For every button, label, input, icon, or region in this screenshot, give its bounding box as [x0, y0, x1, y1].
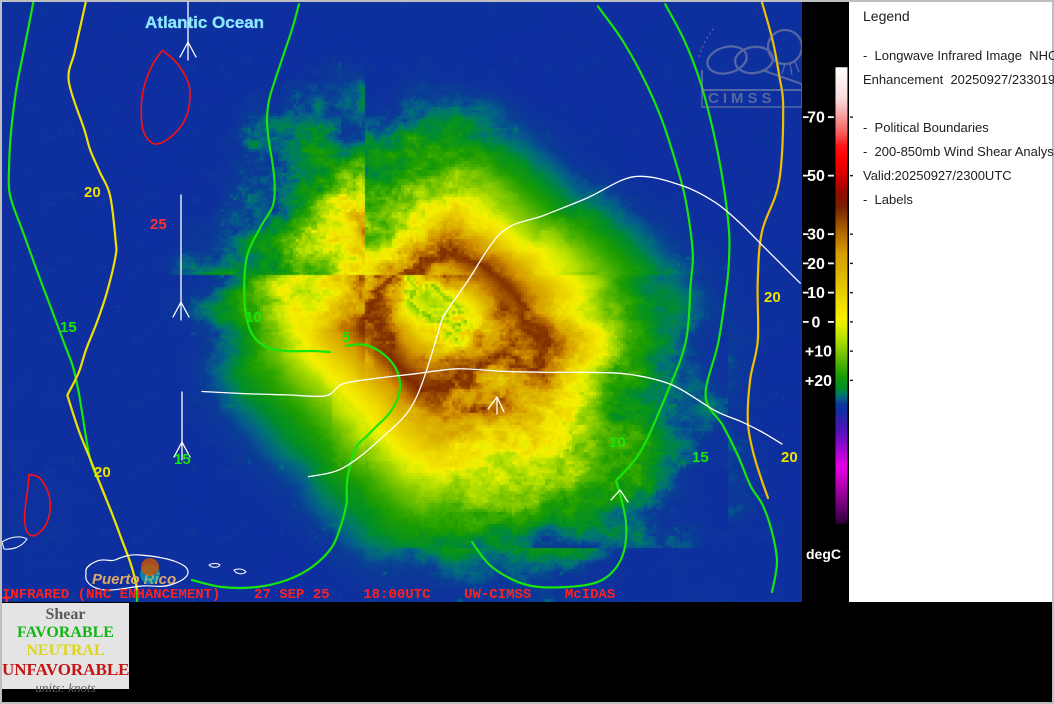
svg-text:20: 20	[807, 256, 825, 273]
svg-text:10: 10	[245, 309, 262, 326]
svg-text:△: △	[216, 177, 225, 188]
svg-text:15: 15	[692, 449, 709, 466]
svg-text:5: 5	[342, 329, 350, 346]
svg-text:15: 15	[60, 319, 77, 336]
svg-text:20: 20	[781, 449, 798, 466]
svg-text:20: 20	[94, 464, 111, 481]
svg-text:Atlantic Ocean: Atlantic Ocean	[145, 13, 264, 32]
svg-text:25: 25	[150, 216, 167, 233]
svg-text:CIMSS: CIMSS	[708, 90, 776, 107]
svg-text:Puerto Rico: Puerto Rico	[92, 571, 176, 588]
svg-text:+10: +10	[805, 344, 832, 361]
svg-text:50: 50	[807, 168, 825, 185]
svg-text:+20: +20	[805, 373, 832, 390]
svg-text:20: 20	[84, 184, 101, 201]
svg-text:10: 10	[609, 434, 626, 451]
svg-text:15: 15	[174, 451, 191, 468]
svg-text:20: 20	[764, 289, 781, 306]
svg-text:70: 70	[807, 110, 825, 127]
svg-text:30: 30	[807, 227, 825, 244]
svg-text:10: 10	[807, 285, 825, 302]
svg-text:0: 0	[812, 314, 821, 331]
